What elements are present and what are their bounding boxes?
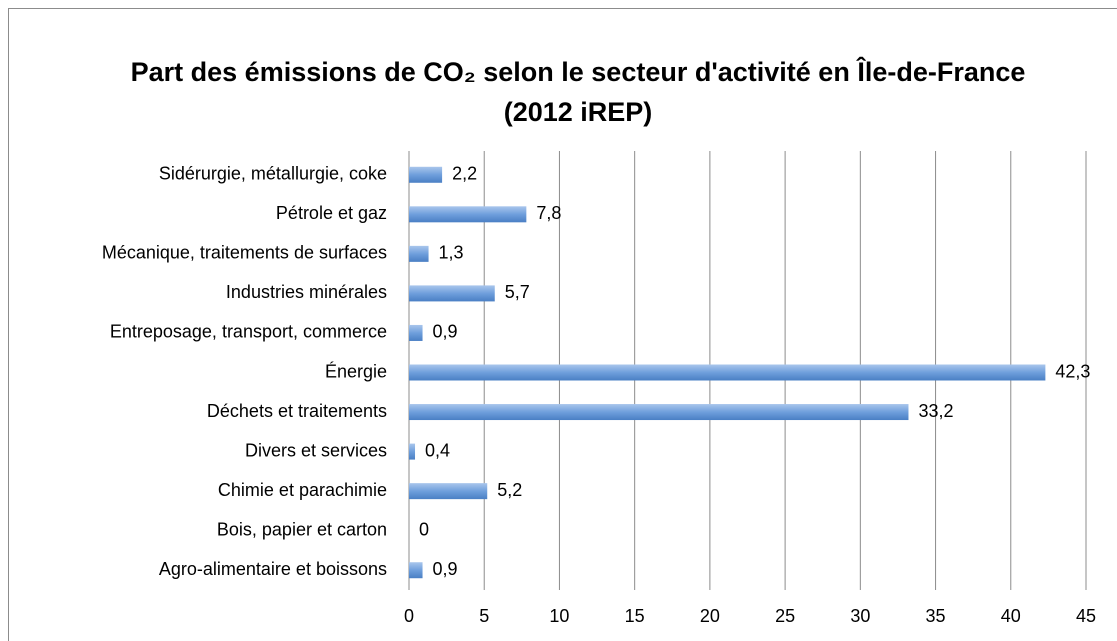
y-tick-label: Pétrole et gaz xyxy=(276,203,387,223)
data-label: 5,7 xyxy=(505,282,530,302)
bar xyxy=(409,166,443,183)
y-tick-label: Mécanique, traitements de surfaces xyxy=(102,243,387,263)
x-tick-label: 25 xyxy=(775,606,795,626)
x-tick-label: 35 xyxy=(926,606,946,626)
y-tick-label: Déchets et traitements xyxy=(207,401,387,421)
y-tick-label: Industries minérales xyxy=(226,282,387,302)
x-tick-label: 20 xyxy=(700,606,720,626)
data-label: 33,2 xyxy=(918,401,953,421)
chart-title: Part des émissions de CO₂ selon le secte… xyxy=(130,57,1026,127)
x-tick-label: 30 xyxy=(850,606,870,626)
bar xyxy=(409,206,527,223)
bar xyxy=(409,404,909,421)
bar xyxy=(409,285,495,302)
x-tick-label: 40 xyxy=(1001,606,1021,626)
bar xyxy=(409,443,416,460)
bar xyxy=(409,483,488,500)
data-label: 0 xyxy=(419,519,429,539)
data-label: 0,9 xyxy=(433,559,458,579)
y-tick-label: Énergie xyxy=(325,361,387,381)
y-tick-label: Chimie et parachimie xyxy=(218,480,387,500)
data-label: 0,9 xyxy=(433,322,458,342)
bar xyxy=(409,324,423,341)
data-label: 42,3 xyxy=(1055,361,1090,381)
y-tick-label: Bois, papier et carton xyxy=(217,519,387,539)
bar xyxy=(409,562,423,579)
y-tick-label: Sidérurgie, métallurgie, coke xyxy=(159,164,387,184)
data-label: 0,4 xyxy=(425,440,450,460)
x-tick-label: 10 xyxy=(549,606,569,626)
data-label: 5,2 xyxy=(497,480,522,500)
bar xyxy=(409,364,1046,381)
data-label: 2,2 xyxy=(452,164,477,184)
y-tick-label: Agro-alimentaire et boissons xyxy=(159,559,387,579)
x-tick-label: 15 xyxy=(625,606,645,626)
x-tick-label: 0 xyxy=(404,606,414,626)
data-label: 7,8 xyxy=(536,203,561,223)
y-tick-label: Divers et services xyxy=(245,440,387,460)
data-label: 1,3 xyxy=(439,243,464,263)
bar xyxy=(409,245,429,262)
chart-border xyxy=(8,8,1117,641)
x-tick-label: 5 xyxy=(479,606,489,626)
x-tick-label: 45 xyxy=(1076,606,1096,626)
y-tick-label: Entreposage, transport, commerce xyxy=(110,322,387,342)
